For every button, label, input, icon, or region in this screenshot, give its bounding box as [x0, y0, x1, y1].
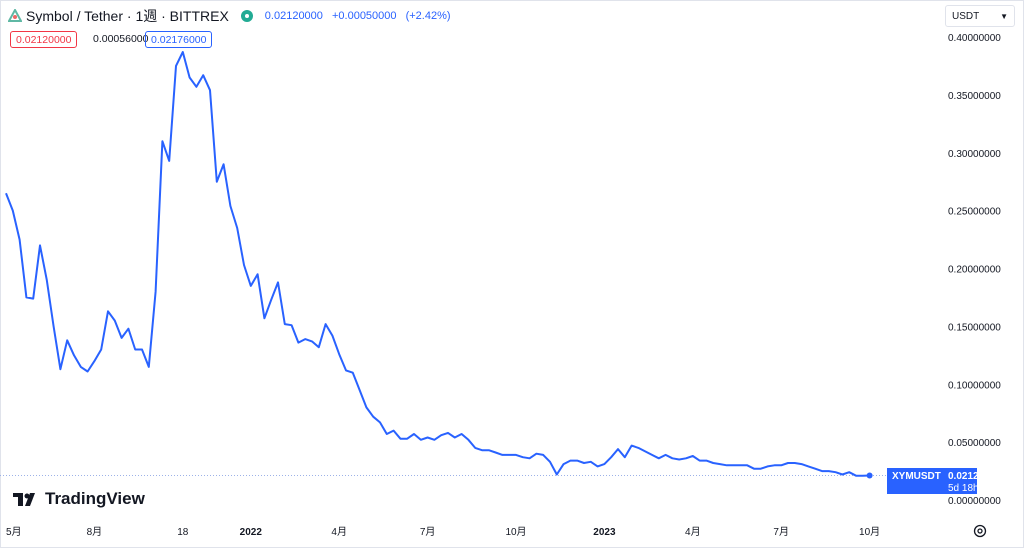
- spread-value: 0.00056000: [93, 33, 149, 45]
- x-tick-label: 10月: [505, 526, 526, 538]
- price-change: +0.00050000: [331, 10, 397, 22]
- gear-icon[interactable]: [972, 523, 988, 539]
- price-series-line: [5, 51, 870, 477]
- y-tick-label: 0.20000000: [948, 265, 1001, 276]
- y-tick-label: 0.35000000: [948, 91, 1001, 102]
- brand-name: TradingView: [45, 489, 145, 508]
- tradingview-logo-icon: [13, 493, 35, 506]
- y-tick-label: 0.05000000: [948, 438, 1001, 449]
- ask-price-box[interactable]: 0.02176000: [145, 31, 213, 48]
- last-price-label: XYMUSDT 0.02120000 5d 18h: [887, 468, 1001, 494]
- price-change-pct: (+2.42%): [405, 10, 451, 22]
- last-label-price: 0.02120000: [948, 471, 1001, 482]
- x-tick-label: 18: [177, 527, 189, 538]
- x-tick-label: 4月: [685, 526, 701, 538]
- x-tick-label: 8月: [87, 526, 103, 538]
- y-tick-label: 0.10000000: [948, 380, 1001, 391]
- last-label-symbol: XYMUSDT: [892, 471, 941, 482]
- last-point-marker: [866, 472, 873, 479]
- currency-value: USDT: [952, 11, 980, 22]
- y-tick-label: 0.40000000: [948, 33, 1001, 44]
- y-tick-label: 0.25000000: [948, 207, 1001, 218]
- y-tick-label: 0.00000000: [948, 496, 1001, 507]
- x-tick-label: 4月: [331, 526, 347, 538]
- last-label-countdown: 5d 18h: [948, 483, 979, 494]
- x-tick-label: 10月: [859, 526, 880, 538]
- x-tick-label: 2023: [593, 527, 616, 538]
- y-tick-label: 0.30000000: [948, 149, 1001, 160]
- chart-header: Symbol / Tether · 1週 · BITTREX 0.0212000…: [8, 6, 457, 26]
- chevron-down-icon: ▼: [1000, 12, 1008, 21]
- x-tick-label: 5月: [6, 526, 22, 538]
- x-tick-label: 2022: [240, 527, 263, 538]
- symbol-title[interactable]: Symbol / Tether · 1週 · BITTREX: [26, 8, 229, 24]
- bid-price-box[interactable]: 0.02120000: [10, 31, 78, 48]
- y-tick-label: 0.15000000: [948, 322, 1001, 333]
- x-tick-label: 7月: [420, 526, 436, 538]
- tradingview-logo[interactable]: TradingView: [13, 489, 145, 509]
- currency-select[interactable]: USDT ▼: [945, 5, 1015, 27]
- last-price: 0.02120000: [264, 10, 323, 22]
- symbol-logo-icon: [8, 9, 22, 22]
- market-open-icon: [240, 10, 253, 22]
- quote-info: 0.02120000 +0.00050000 (+2.42%): [265, 10, 457, 22]
- x-tick-label: 7月: [773, 526, 789, 538]
